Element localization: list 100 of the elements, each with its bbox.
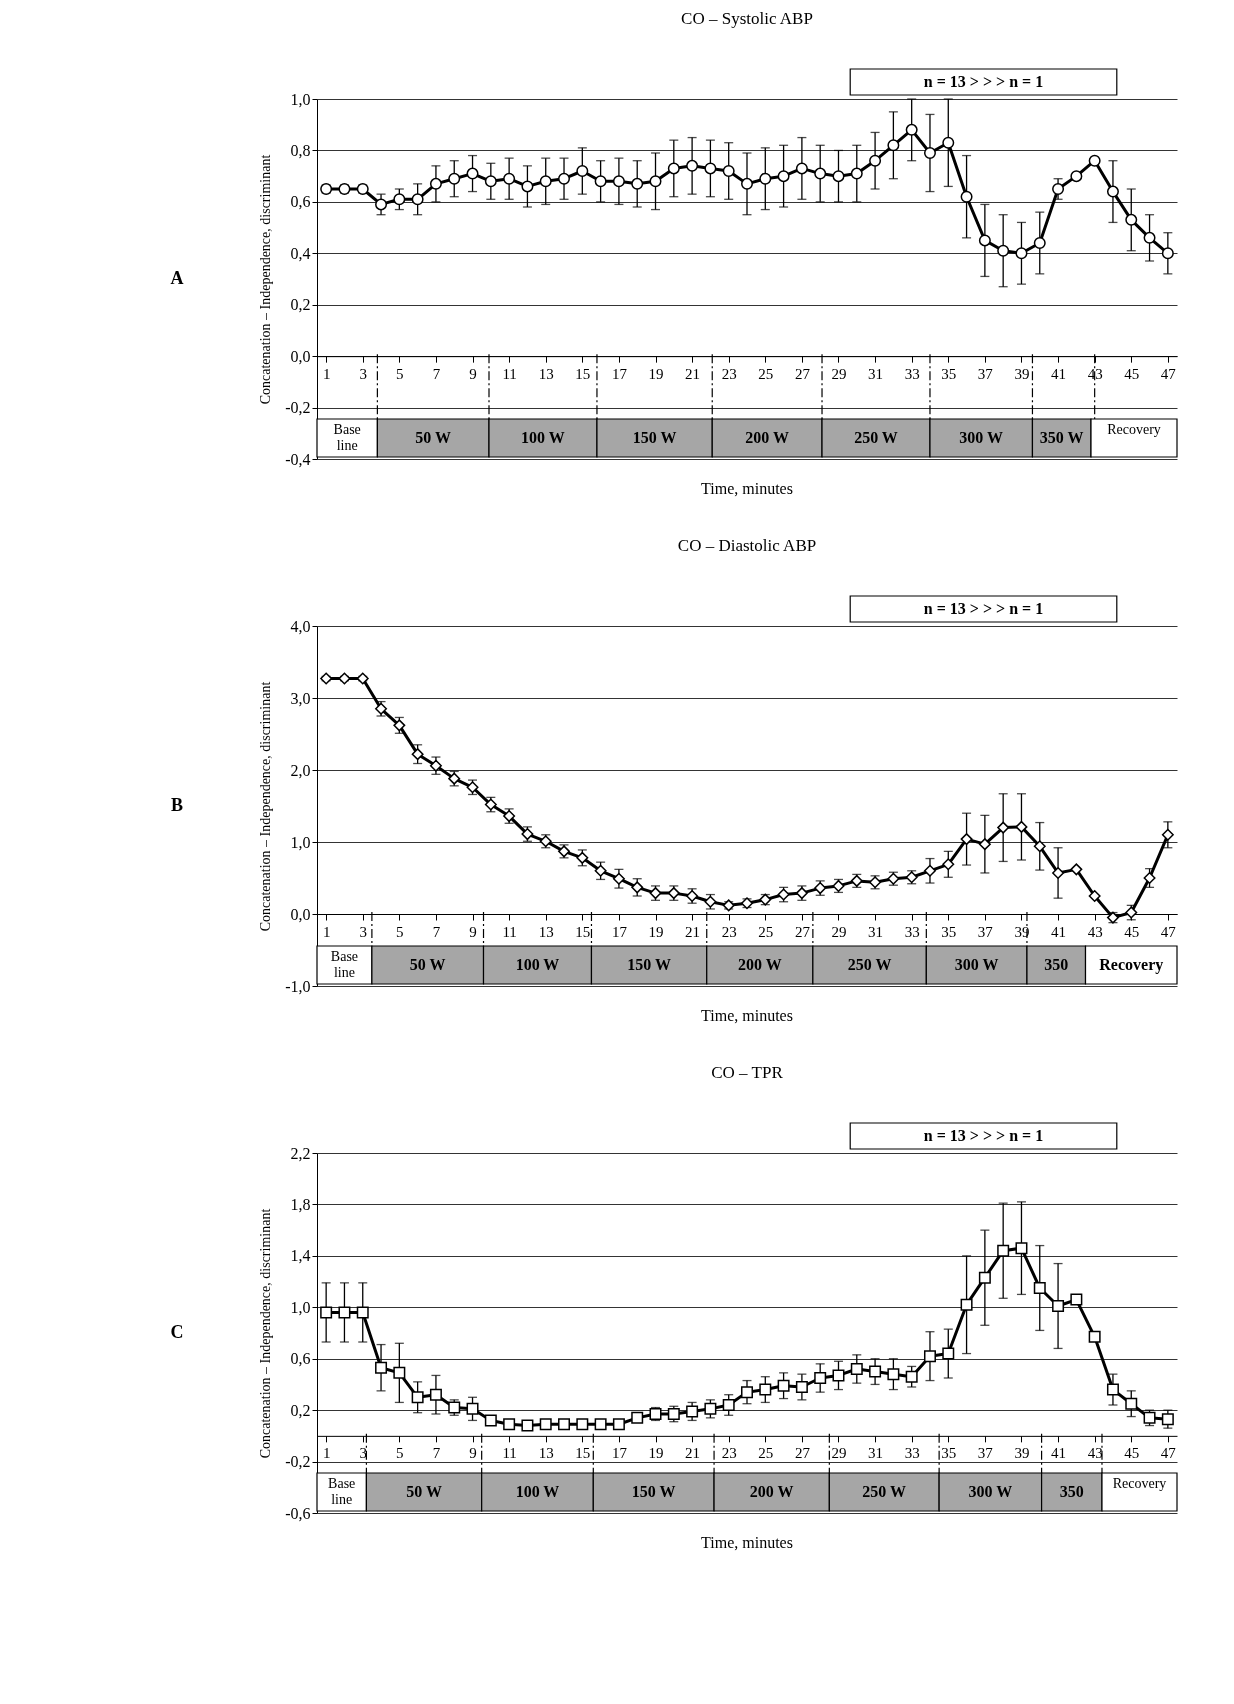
text: n = 13 > > > n = 1 <box>923 1127 1044 1144</box>
band-label: 300 W <box>954 956 999 973</box>
y-tick-label: 0,0 <box>290 905 311 923</box>
y-tick-label: -0,2 <box>285 399 311 417</box>
x-tick-label: 17 <box>611 365 628 382</box>
x-tick-label: 43 <box>1087 365 1103 382</box>
x-tick-label: 1 <box>322 1445 331 1462</box>
x-tick-label: 3 <box>359 365 367 382</box>
x-tick-label: 33 <box>904 365 920 382</box>
x-tick-label: 15 <box>575 365 591 382</box>
y-tick-label: 0,2 <box>290 1401 311 1419</box>
x-tick-label: 39 <box>1014 1445 1030 1462</box>
y-tick-label: 0,4 <box>290 244 311 262</box>
x-tick-label: 7 <box>432 365 441 382</box>
x-tick-label: 47 <box>1160 365 1177 382</box>
x-tick-label: 29 <box>831 923 847 940</box>
x-tick-label: 17 <box>611 923 628 940</box>
y-axis-title: Concatenation – Independence, discriminant <box>258 1208 274 1459</box>
y-axis-title: Concatenation – Independence, discriminant <box>258 681 274 932</box>
x-tick-label: 13 <box>538 1445 554 1462</box>
x-tick-label: 3 <box>359 923 367 940</box>
x-tick-label: 37 <box>977 923 994 940</box>
x-tick-label: 21 <box>685 1445 701 1462</box>
x-tick-label: 25 <box>758 923 774 940</box>
y-tick-label: 1,0 <box>290 1298 311 1316</box>
y-tick-label: 1,0 <box>290 833 311 851</box>
x-tick-label: 31 <box>868 365 884 382</box>
chart-title: CO – Systolic ABP <box>681 9 813 29</box>
x-tick-label: 41 <box>1051 365 1067 382</box>
x-tick-label: 33 <box>904 923 920 940</box>
y-tick-label: -0,4 <box>285 450 311 468</box>
y-tick-label: -1,0 <box>285 977 311 995</box>
x-tick-label: 31 <box>868 923 884 940</box>
band-label: 50 W <box>409 956 446 973</box>
x-tick-label: 47 <box>1160 923 1177 940</box>
band-label: 250 W <box>862 1483 907 1500</box>
band-label: Base line <box>330 949 359 980</box>
x-tick-label: 5 <box>396 365 404 382</box>
chart-title: CO – Diastolic ABP <box>677 536 817 556</box>
y-axis-title: Concatenation – Independence, discriminant <box>258 154 274 405</box>
band-label: 300 W <box>959 429 1004 446</box>
text: C <box>170 1322 184 1342</box>
y-tick-label: 0,6 <box>290 193 311 211</box>
x-tick-label: 27 <box>794 1445 811 1462</box>
x-tick-label: 7 <box>432 1445 441 1462</box>
x-axis-title: Time, minutes <box>701 1007 793 1024</box>
x-tick-label: 45 <box>1124 1445 1140 1462</box>
x-tick-label: 15 <box>575 1445 591 1462</box>
x-tick-label: 27 <box>794 923 811 940</box>
x-tick-label: 7 <box>432 923 441 940</box>
y-tick-label: 3,0 <box>290 689 311 707</box>
x-tick-label: 29 <box>831 365 847 382</box>
text: A <box>170 268 184 288</box>
y-tick-label: 1,8 <box>290 1195 311 1213</box>
band-label: 250 W <box>854 429 898 446</box>
band-label: Recovery <box>1107 422 1161 437</box>
x-tick-label: 47 <box>1160 1445 1177 1462</box>
text: n = 13 > > > n = 1 <box>923 73 1044 90</box>
y-tick-label: 0,6 <box>290 1350 311 1368</box>
x-tick-label: 25 <box>758 1445 774 1462</box>
band-label: Base line <box>333 422 361 453</box>
band-label: 50 W <box>406 1483 442 1500</box>
band-label: 200 W <box>749 1483 794 1500</box>
x-tick-label: 33 <box>904 1445 920 1462</box>
x-tick-label: 13 <box>538 923 554 940</box>
band-label: 100 W <box>515 956 560 973</box>
x-tick-label: 43 <box>1087 1445 1103 1462</box>
x-tick-label: 41 <box>1051 1445 1067 1462</box>
x-tick-label: 5 <box>396 1445 404 1462</box>
band-label: Recovery <box>1112 1476 1167 1491</box>
x-tick-label: 35 <box>941 365 957 382</box>
y-tick-label: -0,6 <box>285 1504 311 1522</box>
band-label: 150 W <box>632 429 677 446</box>
x-tick-label: 23 <box>721 923 737 940</box>
x-tick-label: 45 <box>1124 923 1140 940</box>
band-label: 350 <box>1044 956 1069 973</box>
band-label: 300 W <box>968 1483 1013 1500</box>
x-tick-label: 9 <box>469 923 477 940</box>
y-tick-label: 4,0 <box>290 617 311 635</box>
band-label: Base line <box>328 1476 356 1507</box>
band-label: 200 W <box>745 429 789 446</box>
text: n = 13 > > > n = 1 <box>923 600 1044 617</box>
x-tick-label: 25 <box>758 365 774 382</box>
x-tick-label: 15 <box>575 923 591 940</box>
x-tick-label: 39 <box>1014 365 1030 382</box>
chart-title: CO – TPR <box>711 1063 784 1083</box>
x-tick-label: 27 <box>794 365 811 382</box>
x-tick-label: 9 <box>469 1445 477 1462</box>
x-tick-label: 1 <box>322 365 331 382</box>
x-axis-title: Time, minutes <box>701 1534 793 1551</box>
y-tick-label: 0,2 <box>290 296 311 314</box>
y-tick-label: 1,0 <box>290 90 311 108</box>
x-tick-label: 17 <box>611 1445 628 1462</box>
x-tick-label: 19 <box>648 923 664 940</box>
y-tick-label: 0,8 <box>290 141 311 159</box>
x-tick-label: 39 <box>1014 923 1030 940</box>
x-axis-title: Time, minutes <box>701 480 793 497</box>
band-label: 350 W <box>1039 429 1084 446</box>
x-tick-label: 19 <box>648 1445 664 1462</box>
text: B <box>170 795 184 815</box>
